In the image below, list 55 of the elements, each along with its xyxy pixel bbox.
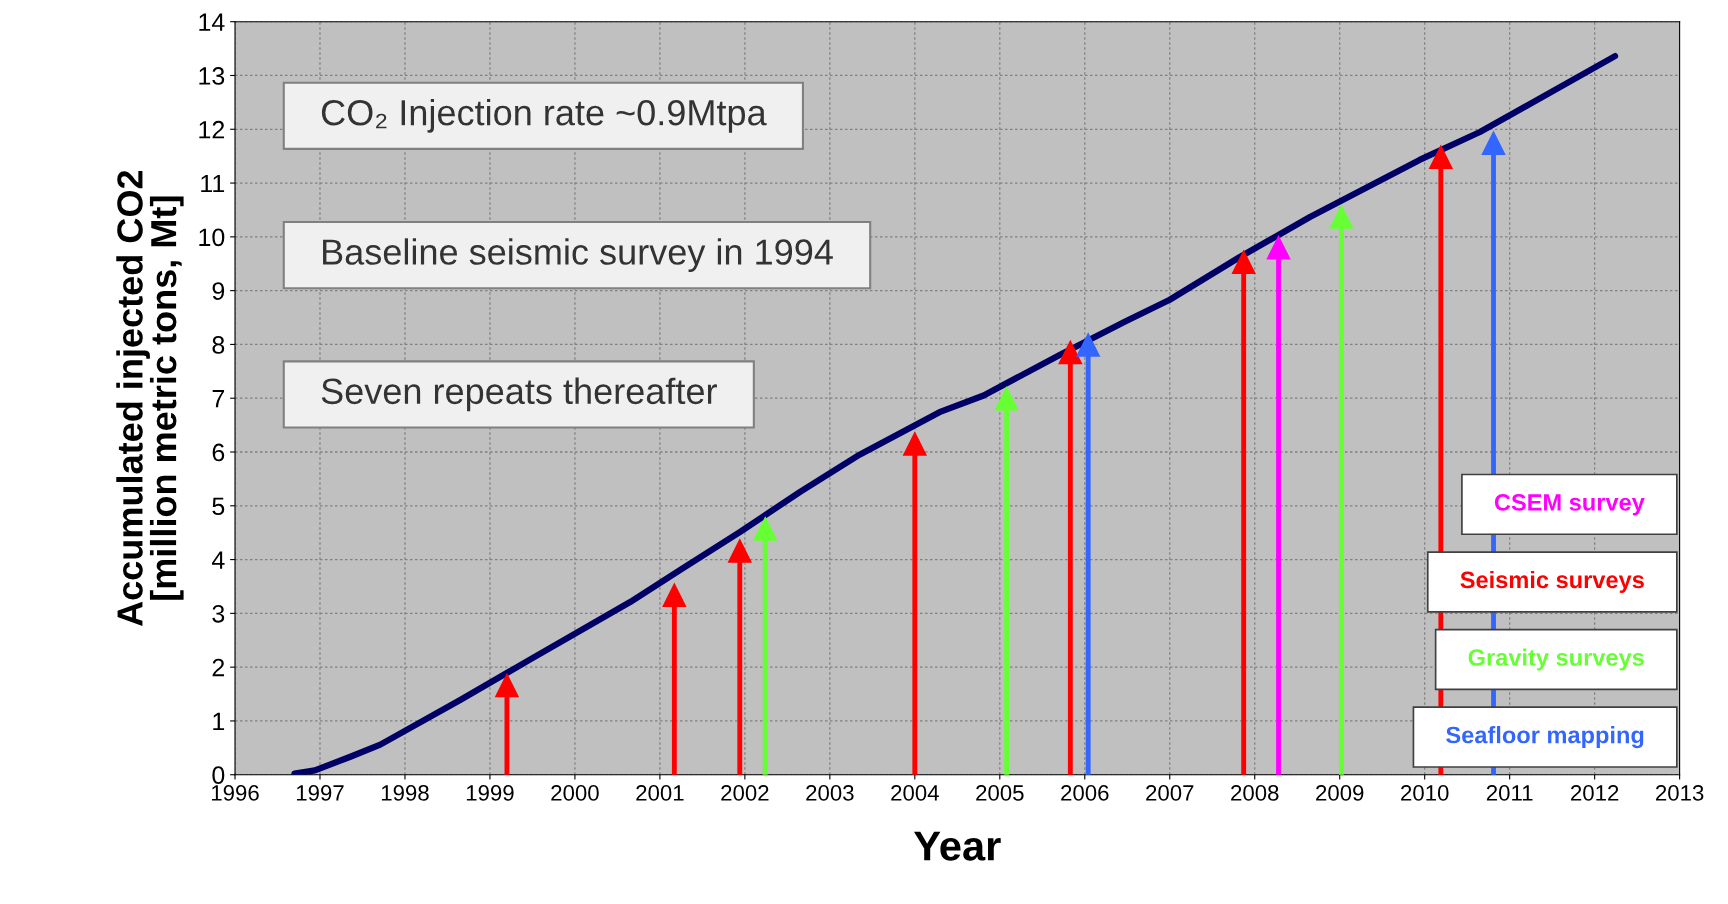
y-tick-label: 1 xyxy=(213,712,225,730)
x-tick-label: 2008 xyxy=(1231,785,1279,801)
y-tick-label: 13 xyxy=(199,67,225,85)
y-tick-label: 6 xyxy=(212,443,225,462)
y-axis-title: Accumulated injected CO2 [million metric tons, Mt] xyxy=(116,170,184,627)
y-tick-label: 5 xyxy=(212,497,225,516)
x-tick-label: 2012 xyxy=(1571,785,1619,801)
point xyxy=(1266,235,1291,260)
annotation: Seven repeats thereafter xyxy=(321,377,717,412)
x-tick-label: 2000 xyxy=(551,785,599,801)
x-tick-label: 1999 xyxy=(466,785,514,801)
y-tick-label: 14 xyxy=(199,13,225,31)
text: CSEM survey xyxy=(1494,494,1645,516)
point xyxy=(1076,333,1100,357)
text: Gravity surveys xyxy=(1468,648,1644,671)
x-tick-label: 1997 xyxy=(296,785,344,801)
point xyxy=(727,539,752,563)
x-tick-label: 1998 xyxy=(381,785,429,801)
y-tick-label: 3 xyxy=(212,604,225,623)
x-tick-label: 2003 xyxy=(806,785,854,801)
x-tick-label: 2006 xyxy=(1061,785,1109,801)
point xyxy=(1231,250,1256,274)
x-tick-label: 2004 xyxy=(891,785,939,801)
x-axis-title: Year xyxy=(913,831,1001,861)
point xyxy=(495,673,519,698)
y-tick-label: 7 xyxy=(212,390,225,408)
point xyxy=(1481,131,1506,156)
x-tick-label: 2009 xyxy=(1316,785,1364,801)
text: Seafloor mapping xyxy=(1446,726,1644,749)
y-tick-label: 12 xyxy=(199,120,225,139)
y-tick-label: 0 xyxy=(212,766,225,785)
x-tick-label: 2010 xyxy=(1401,785,1449,801)
x-tick-label: 2013 xyxy=(1656,785,1704,801)
y-tick-label: 9 xyxy=(212,282,225,300)
y-tick-label: 2 xyxy=(212,658,225,677)
text: Seismic surveys xyxy=(1460,570,1644,593)
x-tick-label: 2005 xyxy=(976,785,1024,801)
x-tick-label: 2011 xyxy=(1486,785,1533,801)
point xyxy=(1058,340,1083,365)
y-tick-label: 10 xyxy=(199,228,225,247)
y-tick-label: 4 xyxy=(211,551,225,569)
point xyxy=(994,386,1019,411)
x-tick-label: 2007 xyxy=(1146,785,1194,801)
x-tick-label: 2002 xyxy=(721,785,769,801)
point xyxy=(662,583,687,607)
x-tick-label: 1996 xyxy=(211,785,259,801)
x-tick-label: 2001 xyxy=(636,785,684,801)
point xyxy=(1329,205,1354,229)
annotation: Baseline seismic survey in 1994 xyxy=(323,238,833,272)
point xyxy=(1429,145,1453,170)
y-tick-label: 11 xyxy=(201,174,225,193)
point xyxy=(753,517,778,541)
point xyxy=(903,432,927,456)
y-tick-label: 8 xyxy=(212,336,225,354)
annotation: CO₂ Injection rate ~0.9Mtpa xyxy=(321,98,767,133)
